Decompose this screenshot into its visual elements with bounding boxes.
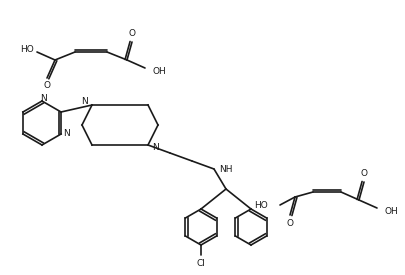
Text: N: N (81, 98, 88, 106)
Text: N: N (63, 130, 70, 139)
Text: HO: HO (20, 45, 34, 54)
Text: O: O (128, 29, 135, 39)
Text: OH: OH (384, 208, 398, 216)
Text: N: N (40, 95, 47, 103)
Text: O: O (360, 169, 367, 178)
Text: NH: NH (218, 164, 232, 174)
Text: Cl: Cl (196, 258, 205, 268)
Text: N: N (151, 144, 158, 153)
Text: HO: HO (254, 200, 267, 210)
Text: O: O (43, 81, 50, 90)
Text: O: O (286, 219, 293, 227)
Text: OH: OH (153, 67, 166, 76)
